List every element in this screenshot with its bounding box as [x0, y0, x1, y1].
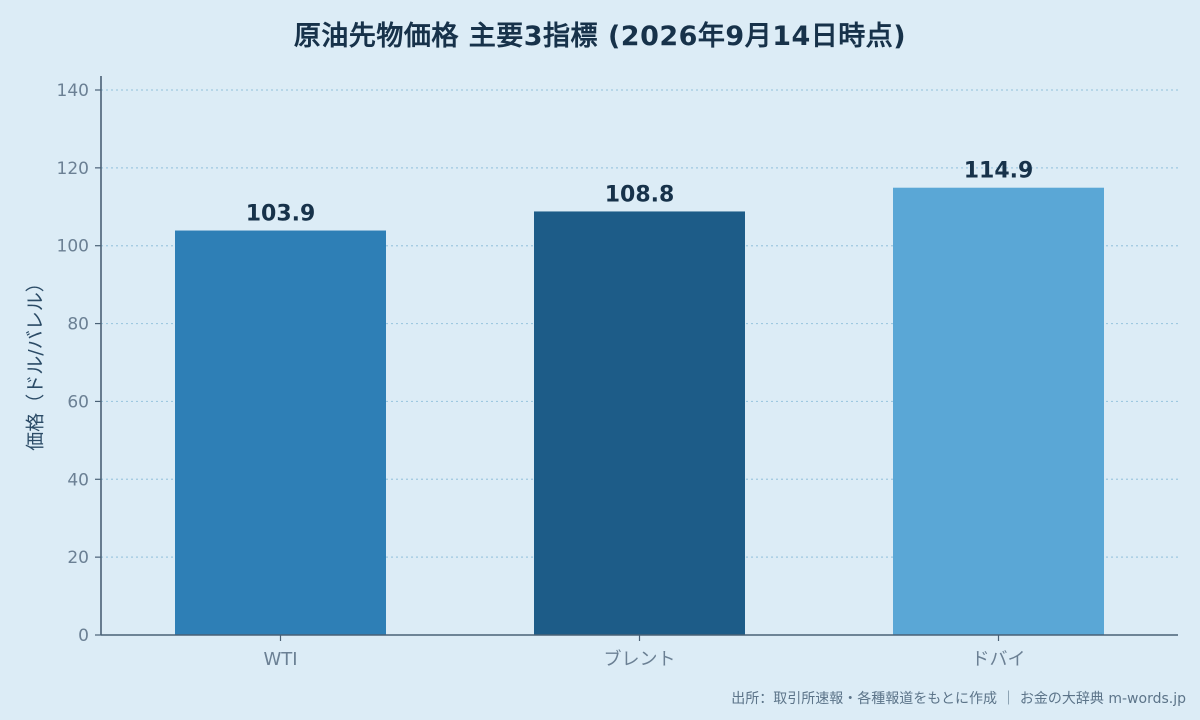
y-tick-label: 120 [57, 159, 89, 179]
source-note: 出所：取引所速報・各種報道をもとに作成 ｜ お金の大辞典 m-words.jp [731, 691, 1186, 707]
chart-title: 原油先物価格 主要3指標 (2026年9月14日時点) [293, 21, 907, 52]
bar [893, 187, 1104, 636]
y-tick-label: 140 [57, 81, 89, 101]
y-tick-label: 40 [67, 470, 89, 490]
y-tick-label: 0 [78, 626, 89, 646]
x-tick-label: ブレント [604, 648, 676, 670]
y-tick-label: 100 [57, 237, 89, 257]
data-label: 108.8 [605, 182, 675, 207]
y-tick-label: 20 [67, 548, 89, 568]
y-tick-label: 60 [67, 392, 89, 412]
x-tick-label: ドバイ [972, 649, 1026, 670]
x-tick-label: WTI [263, 649, 297, 670]
bar [534, 211, 745, 635]
y-tick-label: 80 [67, 315, 89, 335]
bar [175, 230, 386, 635]
data-label: 103.9 [246, 202, 316, 227]
data-label: 114.9 [964, 159, 1034, 184]
